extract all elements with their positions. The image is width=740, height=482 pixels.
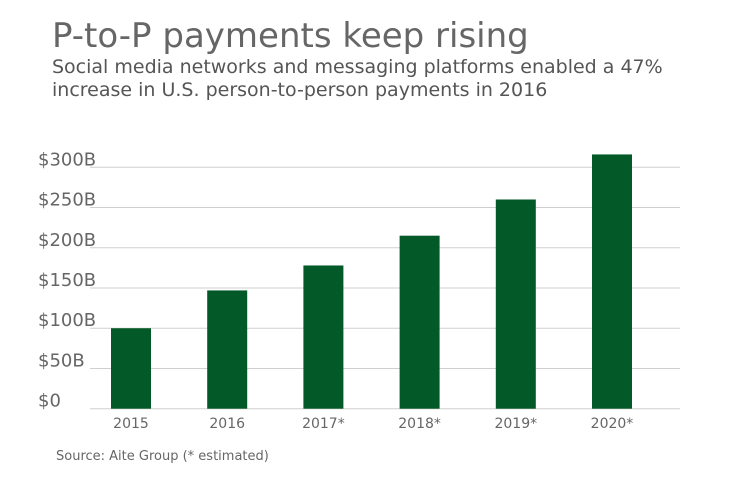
y-tick-label: $0 [38,391,61,412]
y-tick-label: $100B [38,310,96,331]
bar-2015 [111,328,151,409]
y-tick-label: $200B [38,230,96,251]
chart-subtitle: Social media networks and messaging plat… [52,56,663,101]
x-tick-label: 2019* [494,416,537,432]
y-tick-label: $250B [38,190,96,211]
bar-2017 [303,265,344,409]
source-note: Source: Aite Group (* estimated) [56,449,269,464]
y-tick-label: $300B [38,149,96,170]
bar-2016 [207,290,248,409]
y-tick-label: $50B [38,350,85,371]
y-tick-label: $150B [38,270,96,291]
x-tick-label: 2018* [398,416,441,432]
bar-2018 [399,235,440,409]
bar-2020 [592,154,632,409]
x-tick-label: 2015 [113,416,149,432]
chart-title: P-to-P payments keep rising [52,16,529,56]
x-tick-label: 2016 [209,416,245,432]
x-tick-label: 2020* [591,416,634,432]
x-tick-label: 2017* [302,416,345,432]
bar-2019 [495,199,536,409]
